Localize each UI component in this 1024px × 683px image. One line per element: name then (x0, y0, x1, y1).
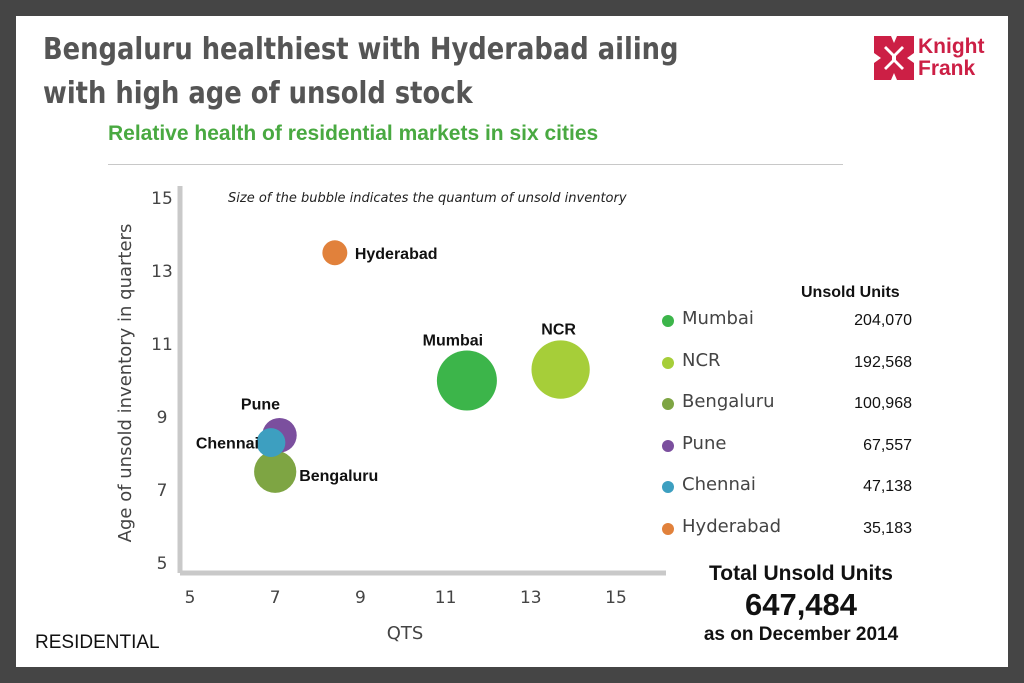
y-tick-label: 7 (157, 481, 168, 501)
bubble-ncr (531, 340, 590, 399)
logo-line-2: Frank (918, 57, 976, 80)
legend-item-mumbai: Mumbai 204,070 (662, 306, 912, 336)
bubble-label-ncr: NCR (541, 322, 576, 339)
bubble-label-pune: Pune (241, 396, 280, 413)
bubble-layer (254, 240, 590, 493)
legend-item-value: 204,070 (854, 312, 912, 329)
chart-subtitle: Relative health of residential markets i… (108, 122, 599, 145)
bubble-chennai (256, 428, 286, 457)
bubble-mumbai (436, 350, 497, 411)
y-tick-label: 15 (151, 189, 173, 209)
bubble-hyderabad (322, 240, 348, 266)
legend-item-value: 100,968 (854, 395, 912, 412)
x-axis-label: QTS (387, 623, 424, 644)
bubble-label-chennai: Chennai (196, 436, 259, 453)
x-tick-label: 13 (520, 588, 542, 608)
chart-axes: 5 7 9 11 13 15 5 7 9 11 13 15 (151, 186, 666, 608)
legend-item-name: Pune (682, 432, 727, 454)
legend-item-value: 35,183 (863, 519, 912, 537)
bubble-bengaluru (254, 450, 297, 493)
legend-item-name: NCR (682, 349, 721, 371)
y-tick-label: 9 (157, 408, 168, 428)
legend-dot-icon (662, 481, 674, 493)
x-tick-label: 11 (435, 588, 457, 608)
as-of-date: as on December 2014 (703, 624, 899, 645)
total-unsold-label: Total Unsold Units (709, 562, 893, 585)
total-unsold-value: 647,484 (744, 587, 858, 622)
legend-dot-icon (662, 398, 674, 410)
legend-item-value: 67,557 (863, 436, 912, 454)
bubble-label-bengaluru: Bengaluru (299, 468, 378, 485)
y-tick-label: 11 (151, 335, 173, 355)
knight-frank-logo: Knight Frank (874, 36, 998, 82)
total-summary: Total Unsold Units 647,484 as on Decembe… (676, 561, 926, 647)
bubble-label-hyderabad: Hyderabad (355, 246, 438, 263)
knight-frank-logo-text: Knight Frank (918, 36, 984, 80)
x-tick-label: 5 (185, 588, 196, 608)
legend-dot-icon (662, 522, 674, 535)
legend-item-bengaluru: Bengaluru 100,968 (662, 389, 912, 419)
legend-item-name: Hyderabad (682, 515, 781, 537)
legend-header: Unsold Units (801, 284, 900, 301)
section-footer: RESIDENTIAL (35, 632, 160, 653)
legend-item-name: Bengaluru (682, 391, 775, 412)
legend-item-pune: Pune 67,557 (662, 431, 912, 461)
legend-item-name: Mumbai (682, 308, 754, 329)
knight-frank-logo-mark-icon (874, 36, 914, 80)
logo-line-1: Knight (918, 35, 985, 58)
x-tick-label: 7 (270, 588, 281, 608)
legend-dot-icon (662, 315, 674, 327)
slide-title: Bengaluru healthiest with Hyderabad aili… (43, 32, 679, 111)
legend-item-ncr: NCR 192,568 (662, 348, 912, 378)
bubble-size-annotation: Size of the bubble indicates the quantum… (228, 191, 627, 206)
y-axis-label: Age of unsold inventory in quarters (115, 224, 136, 543)
y-tick-label: 5 (157, 554, 168, 574)
bubble-label-layer: Mumbai NCR Bengaluru Pune Chennai Hyderabad (196, 246, 577, 485)
legend-dot-icon (662, 439, 674, 452)
legend-item-value: 192,568 (854, 353, 912, 371)
legend-item-name: Chennai (682, 474, 756, 495)
bubble-chart: 5 7 9 11 13 15 5 7 9 11 13 15 Mumbai NCR Bengaluru Pun… (115, 186, 666, 644)
y-tick-label: 13 (151, 262, 173, 282)
legend-item-value: 47,138 (863, 478, 912, 495)
title-divider (108, 164, 843, 165)
x-tick-label: 15 (605, 588, 627, 608)
legend-dot-icon (662, 356, 674, 369)
legend-item-hyderabad: Hyderabad 35,183 (662, 514, 912, 544)
slide: Bengaluru healthiest with Hyderabad aili… (16, 16, 1008, 667)
legend-item-chennai: Chennai 47,138 (662, 472, 912, 502)
x-tick-label: 9 (355, 588, 366, 608)
bubble-label-mumbai: Mumbai (423, 333, 483, 350)
